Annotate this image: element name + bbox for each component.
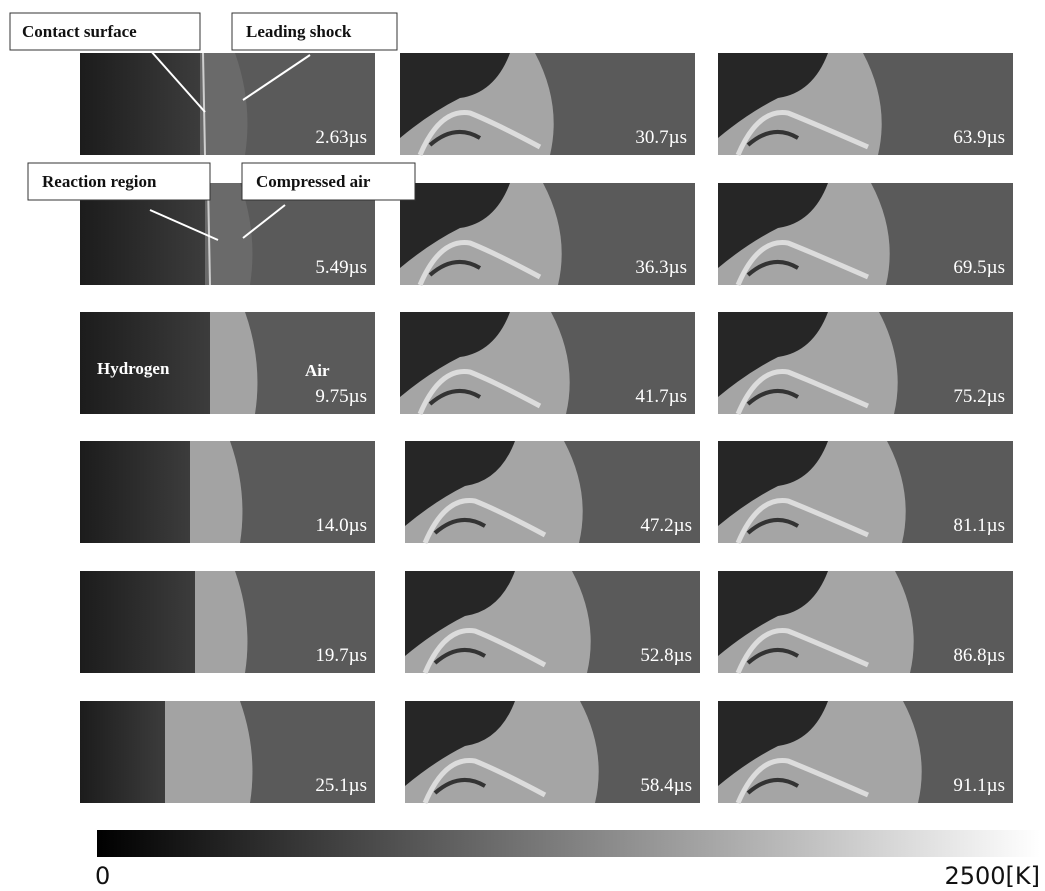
colorbar xyxy=(97,830,1040,857)
time-label: 9.75µs xyxy=(315,386,367,407)
panel: 52.8µs xyxy=(405,571,700,673)
panel: 63.9µs xyxy=(718,53,1013,155)
time-label: 14.0µs xyxy=(315,515,367,536)
panel: 75.2µs xyxy=(718,312,1013,414)
panel: 36.3µs xyxy=(400,183,695,285)
time-label: 36.3µs xyxy=(635,257,687,278)
annotation: Leading shock xyxy=(246,22,352,41)
panel: 19.7µs xyxy=(80,571,375,673)
panel: 58.4µs xyxy=(405,701,700,803)
figure: 2.63µs 5.49µs 9.75µs 14.0µs 19.7µs 25.1µs 30.7… xyxy=(0,0,1045,891)
time-label: 19.7µs xyxy=(315,645,367,666)
colorbar-max-label: 2500[K] xyxy=(944,862,1040,890)
panel-grid: 2.63µs 5.49µs 9.75µs 14.0µs 19.7µs 25.1µs 30.7… xyxy=(80,53,1013,803)
time-label: 41.7µs xyxy=(635,386,687,407)
time-label: 52.8µs xyxy=(640,645,692,666)
time-label: 63.9µs xyxy=(953,127,1005,148)
time-label: 25.1µs xyxy=(315,775,367,796)
heated-region xyxy=(165,701,252,803)
time-label: 2.63µs xyxy=(315,127,367,148)
time-label: 5.49µs xyxy=(315,257,367,278)
heated-region xyxy=(190,441,242,543)
time-label: 30.7µs xyxy=(635,127,687,148)
time-label: 91.1µs xyxy=(953,775,1005,796)
panel: 14.0µs xyxy=(80,441,375,543)
annotation: Contact surface xyxy=(22,22,137,41)
panel: 30.7µs xyxy=(400,53,695,155)
panel: 69.5µs xyxy=(718,183,1013,285)
hydrogen-region xyxy=(80,53,200,155)
hydrogen-region xyxy=(80,441,190,543)
panel: 2.63µs xyxy=(80,53,375,155)
panel: 91.1µs xyxy=(718,701,1013,803)
annotation: Compressed air xyxy=(256,172,371,191)
hydrogen-region xyxy=(80,571,195,673)
colorbar-min-label: 0 xyxy=(95,862,110,890)
panel: 25.1µs xyxy=(80,701,375,803)
time-label: 58.4µs xyxy=(640,775,692,796)
panel: 47.2µs xyxy=(405,441,700,543)
region-label: Air xyxy=(305,361,330,380)
time-label: 69.5µs xyxy=(953,257,1005,278)
panel: 86.8µs xyxy=(718,571,1013,673)
panel: 41.7µs xyxy=(400,312,695,414)
panel: 81.1µs xyxy=(718,441,1013,543)
region-label: Hydrogen xyxy=(97,359,170,378)
time-label: 81.1µs xyxy=(953,515,1005,536)
hydrogen-region xyxy=(80,701,165,803)
annotation: Reaction region xyxy=(42,172,157,191)
heated-region xyxy=(195,571,247,673)
time-label: 47.2µs xyxy=(640,515,692,536)
time-label: 75.2µs xyxy=(953,386,1005,407)
time-label: 86.8µs xyxy=(953,645,1005,666)
